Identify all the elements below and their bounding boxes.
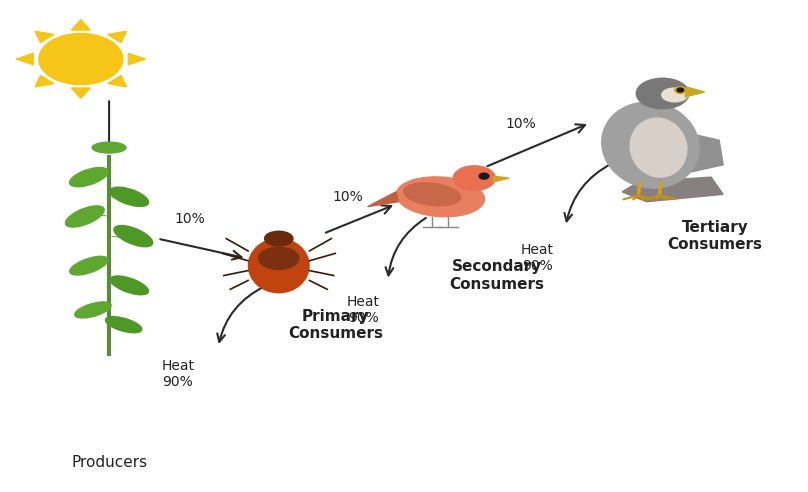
Text: 10%: 10% bbox=[175, 212, 205, 226]
Ellipse shape bbox=[69, 167, 108, 187]
Circle shape bbox=[677, 88, 684, 92]
Polygon shape bbox=[16, 53, 33, 65]
Ellipse shape bbox=[259, 247, 299, 270]
Polygon shape bbox=[71, 20, 90, 30]
Text: Secondary
Consumers: Secondary Consumers bbox=[449, 259, 545, 292]
Ellipse shape bbox=[265, 231, 292, 246]
Polygon shape bbox=[685, 87, 705, 97]
Text: Tertiary
Consumers: Tertiary Consumers bbox=[667, 220, 763, 252]
Ellipse shape bbox=[453, 166, 495, 190]
Ellipse shape bbox=[396, 177, 485, 217]
Ellipse shape bbox=[65, 206, 104, 227]
Polygon shape bbox=[35, 75, 54, 87]
Polygon shape bbox=[107, 31, 127, 43]
Circle shape bbox=[479, 173, 489, 179]
Ellipse shape bbox=[106, 317, 141, 333]
Text: Heat
90%: Heat 90% bbox=[162, 359, 194, 389]
Text: Producers: Producers bbox=[71, 455, 147, 470]
Ellipse shape bbox=[75, 302, 111, 318]
Polygon shape bbox=[638, 125, 723, 175]
Polygon shape bbox=[107, 75, 127, 87]
Ellipse shape bbox=[110, 276, 149, 295]
Text: 10%: 10% bbox=[506, 117, 537, 131]
Circle shape bbox=[39, 33, 123, 85]
Polygon shape bbox=[622, 177, 723, 202]
Ellipse shape bbox=[404, 183, 461, 206]
Polygon shape bbox=[368, 192, 398, 207]
Ellipse shape bbox=[114, 225, 153, 247]
Text: Heat
90%: Heat 90% bbox=[347, 295, 380, 325]
Text: Primary
Consumers: Primary Consumers bbox=[288, 308, 383, 341]
Polygon shape bbox=[493, 176, 509, 182]
Ellipse shape bbox=[92, 142, 126, 153]
Polygon shape bbox=[71, 88, 90, 98]
Text: Heat
90%: Heat 90% bbox=[521, 243, 553, 274]
Ellipse shape bbox=[602, 102, 699, 188]
Ellipse shape bbox=[69, 256, 108, 275]
Ellipse shape bbox=[662, 88, 688, 102]
Ellipse shape bbox=[637, 78, 688, 109]
Circle shape bbox=[675, 87, 686, 93]
Ellipse shape bbox=[110, 187, 149, 207]
Ellipse shape bbox=[249, 239, 309, 293]
Polygon shape bbox=[128, 53, 145, 65]
Text: 10%: 10% bbox=[332, 190, 363, 204]
Polygon shape bbox=[35, 31, 54, 43]
Ellipse shape bbox=[630, 118, 687, 177]
